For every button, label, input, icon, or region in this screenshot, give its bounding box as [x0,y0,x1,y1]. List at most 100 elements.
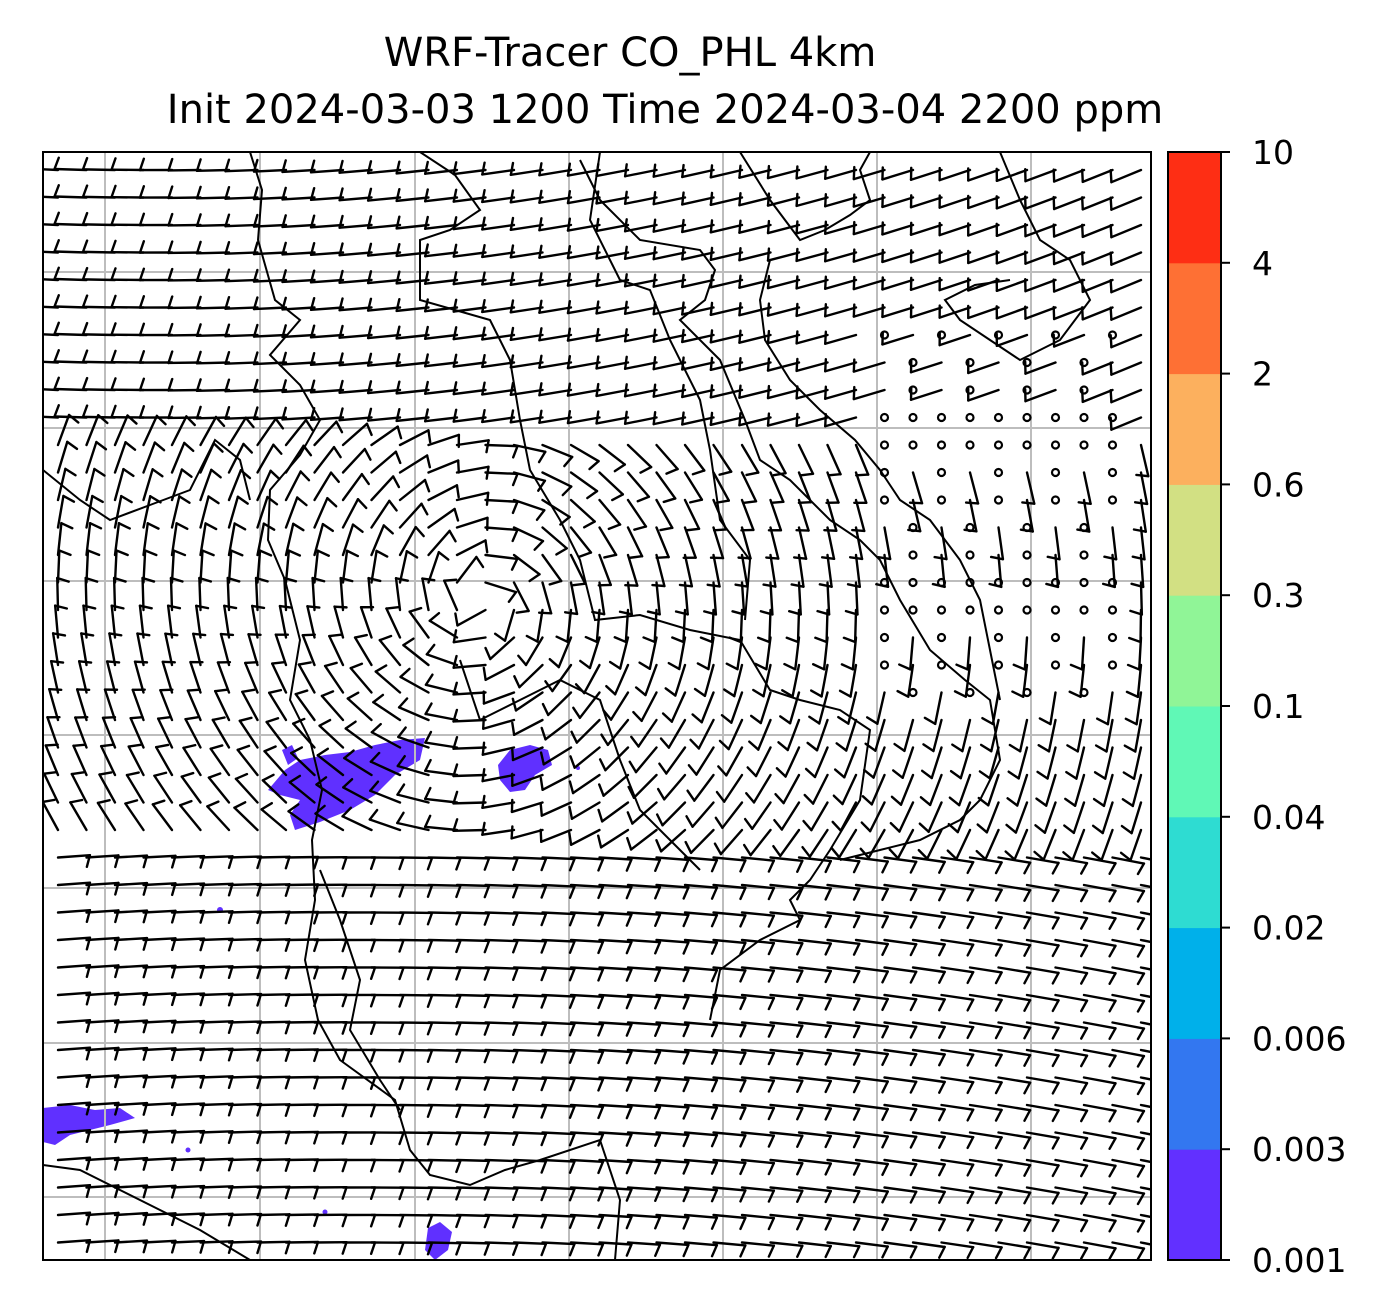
wind-barb [455,491,490,506]
wind-barb [427,1131,462,1146]
wind-barb [655,1048,690,1065]
wind-barb [313,1213,348,1228]
wind-barb [626,498,648,531]
wind-barb [623,218,658,233]
wind-barb [889,801,915,833]
wind-barb [569,1158,605,1175]
wind-barb [284,549,302,584]
calm-wind-marker [1107,330,1118,340]
wind-barb [712,1131,747,1148]
wind-barb [854,883,889,902]
wind-barb [826,1158,861,1176]
wind-barb [766,247,801,262]
wind-barb [769,911,804,928]
wind-barb [252,378,288,393]
wind-barb [823,498,838,532]
wind-barb [341,1131,377,1146]
wind-barb [911,1158,946,1177]
wind-barb [484,993,519,1009]
wind-barb [911,1241,946,1259]
wind-barb [1025,966,1060,985]
wind-barb [709,329,744,344]
wind-barb [1034,801,1057,834]
wind-barb [598,993,633,1010]
wind-barb [681,246,715,261]
wind-barb [570,718,601,744]
wind-barb [769,966,804,983]
wind-barb [671,608,687,644]
wind-barb [712,498,728,532]
wind-barb [484,553,519,571]
wind-barb [484,471,519,487]
wind-barb [566,217,601,232]
wind-barb [826,1186,861,1204]
wind-barb [211,716,231,749]
wind-barb [854,1186,889,1204]
wind-barb [689,718,715,750]
wind-barb [481,188,516,204]
wind-barb [195,405,231,420]
calm-wind-marker [1050,660,1061,670]
calm-wind-marker [1079,412,1089,423]
wind-barb [651,553,666,588]
wind-barb [765,526,780,560]
wind-barb [424,380,459,395]
wind-barb [997,1103,1032,1122]
wind-barb [1007,746,1029,780]
wind-barb [626,938,662,955]
wind-barb [566,244,601,260]
wind-barb [366,215,402,230]
wind-barb [209,744,231,777]
wind-barb [265,717,288,749]
wind-barb [766,164,801,180]
wind-barb [883,911,918,929]
wind-barb [569,1076,605,1092]
wind-barb [1023,277,1057,293]
wind-barb [568,773,601,795]
wind-barb [113,494,133,529]
wind-barb [74,715,89,749]
wind-barb [997,1186,1032,1205]
wind-barb [569,911,605,927]
wind-barb [683,1048,719,1065]
map-area [43,152,1151,1260]
wind-barb [142,495,162,529]
wind-barb [769,1158,804,1176]
wind-barb [911,966,946,984]
wind-barb [512,1103,548,1119]
calm-wind-marker [908,605,918,615]
wind-barb [940,1131,975,1150]
wind-barb [795,275,829,290]
tracer-patch [185,1147,191,1153]
wind-barb [569,1021,605,1037]
wind-barb [718,718,744,751]
calm-wind-marker [1107,440,1118,450]
wind-barb [455,938,491,954]
wind-barb [370,938,405,953]
wind-barb [683,883,719,900]
wind-barb [854,1158,889,1177]
wind-barb [626,1076,662,1092]
wind-barb [623,273,658,288]
wind-barb [883,938,918,957]
wind-barb [284,1185,320,1200]
wind-barb [997,883,1032,902]
wind-barb [683,993,719,1010]
wind-barb [605,663,630,696]
calm-wind-marker [936,330,947,340]
wind-barb [797,1048,832,1066]
wind-barb [728,608,744,644]
wind-barb [398,550,419,584]
wind-barb [338,187,373,202]
wind-barb [427,1158,462,1174]
wind-barb [1082,911,1117,931]
wind-barb [484,443,519,459]
wind-barb [598,498,622,531]
wind-barb [713,828,744,856]
wind-barb [1054,1158,1089,1178]
wind-barb [481,408,516,424]
wind-barb [712,883,747,901]
wind-barb [1125,663,1143,699]
wind-barb [1082,1186,1117,1206]
wind-barb [199,415,226,447]
